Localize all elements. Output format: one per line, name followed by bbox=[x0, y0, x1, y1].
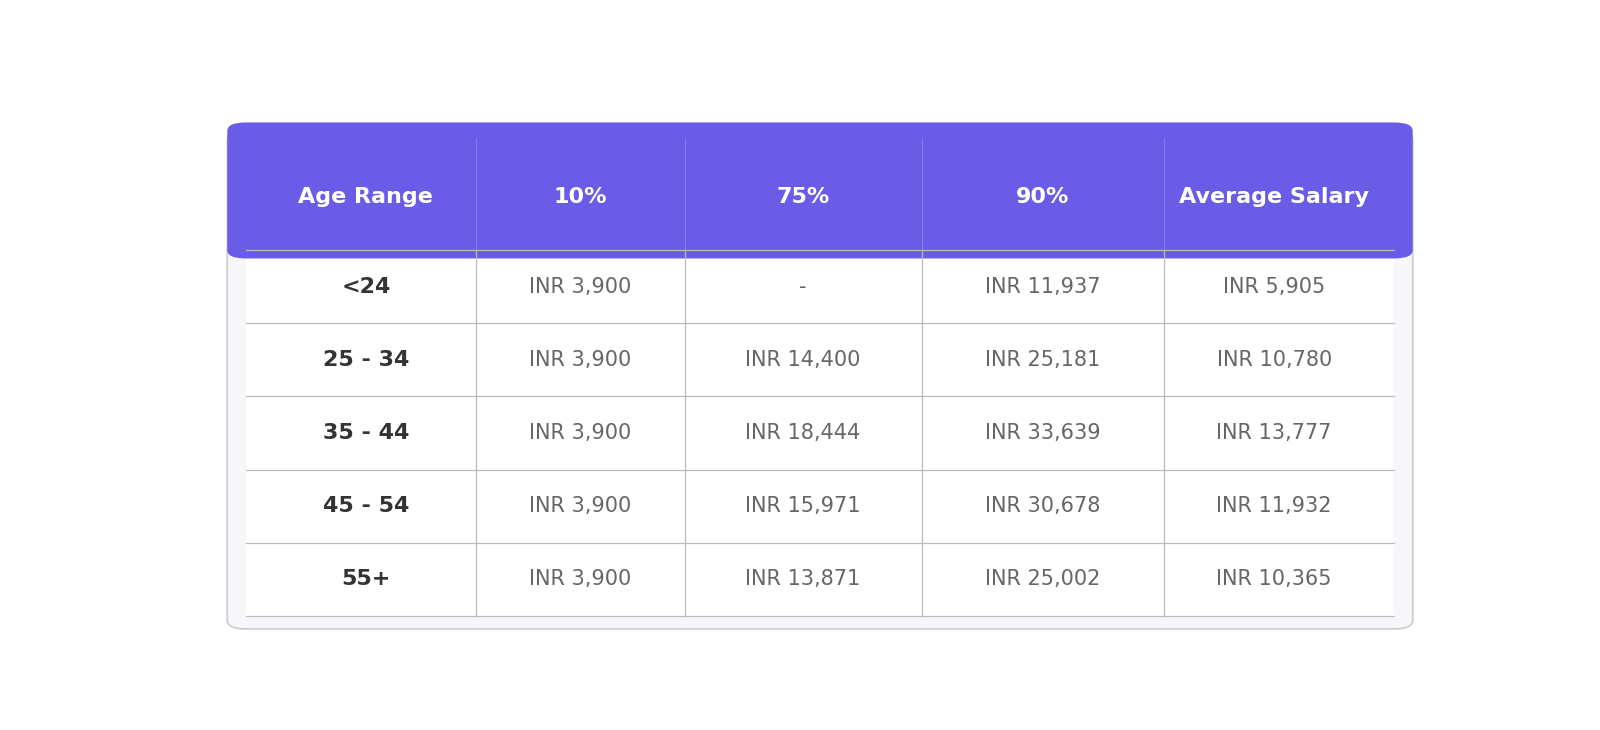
Text: <24: <24 bbox=[341, 277, 390, 296]
Text: INR 30,678: INR 30,678 bbox=[986, 496, 1101, 516]
Text: 55+: 55+ bbox=[341, 569, 390, 589]
Text: INR 10,365: INR 10,365 bbox=[1216, 569, 1331, 589]
FancyBboxPatch shape bbox=[227, 131, 1413, 629]
Text: INR 10,780: INR 10,780 bbox=[1216, 350, 1331, 370]
Text: 35 - 44: 35 - 44 bbox=[323, 423, 410, 443]
Text: INR 13,871: INR 13,871 bbox=[746, 569, 861, 589]
Text: INR 18,444: INR 18,444 bbox=[746, 423, 861, 443]
Text: INR 3,900: INR 3,900 bbox=[530, 423, 632, 443]
Bar bbox=[246, 197, 1394, 250]
Text: INR 13,777: INR 13,777 bbox=[1216, 423, 1331, 443]
Text: INR 25,181: INR 25,181 bbox=[986, 350, 1101, 370]
Text: INR 33,639: INR 33,639 bbox=[986, 423, 1101, 443]
Text: INR 3,900: INR 3,900 bbox=[530, 496, 632, 516]
Text: INR 5,905: INR 5,905 bbox=[1222, 277, 1325, 296]
Text: INR 25,002: INR 25,002 bbox=[986, 569, 1101, 589]
Text: INR 11,932: INR 11,932 bbox=[1216, 496, 1331, 516]
Text: INR 15,971: INR 15,971 bbox=[746, 496, 861, 516]
Text: -: - bbox=[800, 277, 806, 296]
Text: Average Salary: Average Salary bbox=[1179, 187, 1370, 207]
Text: INR 11,937: INR 11,937 bbox=[986, 277, 1101, 296]
Text: 90%: 90% bbox=[1016, 187, 1069, 207]
Text: 25 - 34: 25 - 34 bbox=[323, 350, 410, 370]
Text: INR 3,900: INR 3,900 bbox=[530, 350, 632, 370]
Text: Age Range: Age Range bbox=[298, 187, 434, 207]
Text: 10%: 10% bbox=[554, 187, 606, 207]
Text: INR 14,400: INR 14,400 bbox=[746, 350, 861, 370]
Text: 45 - 54: 45 - 54 bbox=[323, 496, 410, 516]
Text: INR 3,900: INR 3,900 bbox=[530, 569, 632, 589]
FancyBboxPatch shape bbox=[227, 123, 1413, 258]
Text: INR 3,900: INR 3,900 bbox=[530, 277, 632, 296]
Text: 75%: 75% bbox=[776, 187, 830, 207]
